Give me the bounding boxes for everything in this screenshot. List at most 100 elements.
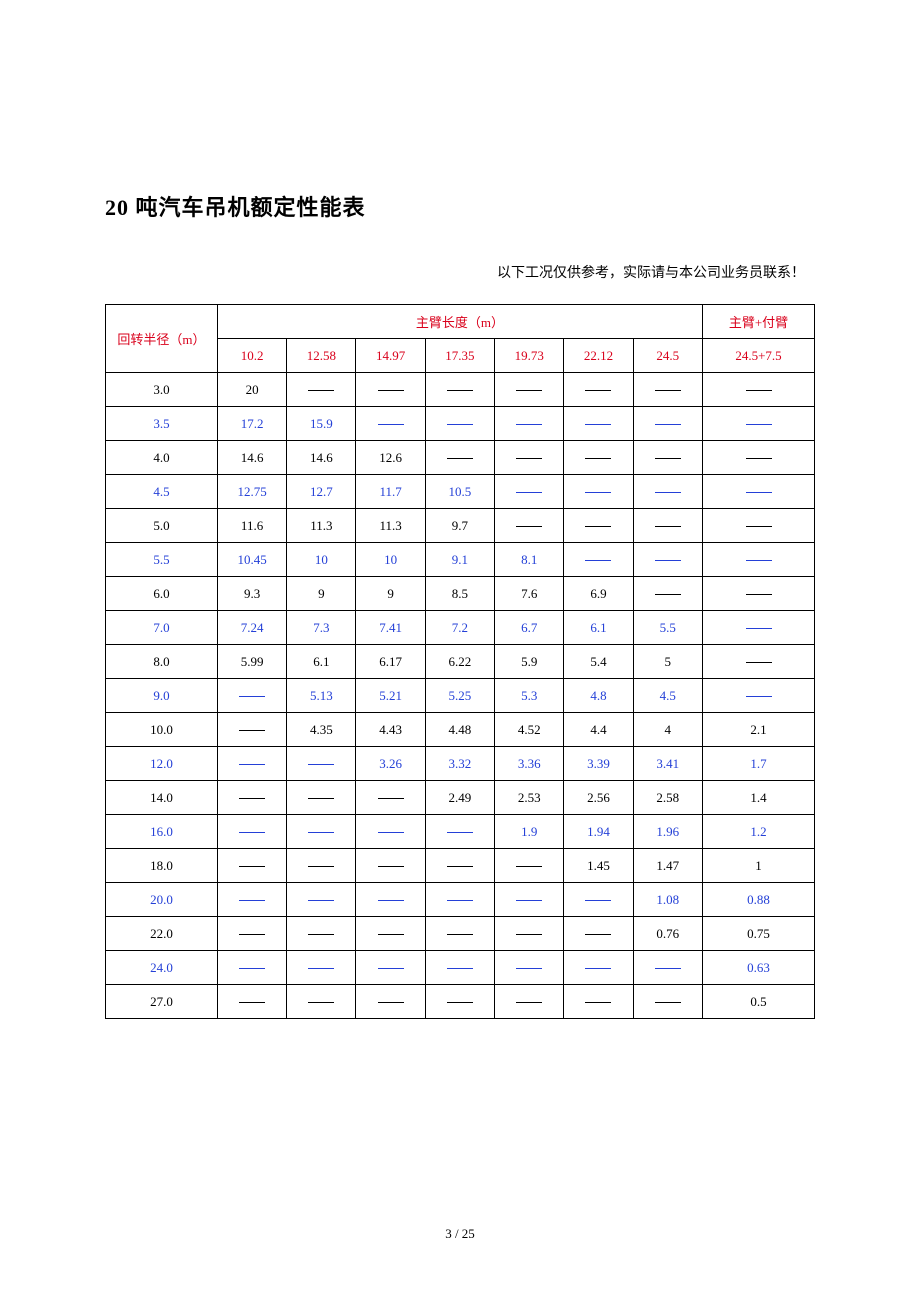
value-cell: 7.24 bbox=[217, 611, 286, 645]
value-cell bbox=[564, 883, 633, 917]
value-cell: 9.1 bbox=[425, 543, 494, 577]
dash-icon bbox=[308, 764, 334, 765]
value-cell: 10.45 bbox=[217, 543, 286, 577]
value-cell bbox=[217, 679, 286, 713]
dash-icon bbox=[308, 1002, 334, 1003]
value-cell bbox=[495, 917, 564, 951]
value-cell: 1.47 bbox=[633, 849, 702, 883]
radius-cell: 7.0 bbox=[106, 611, 218, 645]
radius-cell: 24.0 bbox=[106, 951, 218, 985]
value-cell: 11.6 bbox=[217, 509, 286, 543]
jib-col: 24.5+7.5 bbox=[703, 339, 815, 373]
radius-cell: 10.0 bbox=[106, 713, 218, 747]
value-cell: 1.2 bbox=[703, 815, 815, 849]
dash-icon bbox=[746, 696, 772, 697]
value-cell: 3.36 bbox=[495, 747, 564, 781]
value-cell: 17.2 bbox=[217, 407, 286, 441]
value-cell: 0.63 bbox=[703, 951, 815, 985]
dash-icon bbox=[378, 1002, 404, 1003]
value-cell bbox=[633, 509, 702, 543]
dash-icon bbox=[378, 866, 404, 867]
dash-icon bbox=[585, 492, 611, 493]
table-row: 12.03.263.323.363.393.411.7 bbox=[106, 747, 815, 781]
value-cell bbox=[217, 917, 286, 951]
dash-icon bbox=[655, 526, 681, 527]
boom-col: 14.97 bbox=[356, 339, 425, 373]
value-cell: 0.76 bbox=[633, 917, 702, 951]
radius-cell: 4.5 bbox=[106, 475, 218, 509]
value-cell bbox=[495, 849, 564, 883]
radius-cell: 16.0 bbox=[106, 815, 218, 849]
value-cell: 5.13 bbox=[287, 679, 356, 713]
value-cell: 3.41 bbox=[633, 747, 702, 781]
value-cell bbox=[217, 849, 286, 883]
value-cell: 20 bbox=[217, 373, 286, 407]
value-cell bbox=[703, 543, 815, 577]
value-cell bbox=[425, 917, 494, 951]
radius-cell: 14.0 bbox=[106, 781, 218, 815]
dash-icon bbox=[746, 594, 772, 595]
table-row: 10.04.354.434.484.524.442.1 bbox=[106, 713, 815, 747]
value-cell: 12.7 bbox=[287, 475, 356, 509]
dash-icon bbox=[655, 594, 681, 595]
value-cell: 5.5 bbox=[633, 611, 702, 645]
dash-icon bbox=[516, 968, 542, 969]
value-cell bbox=[495, 441, 564, 475]
table-row: 22.00.760.75 bbox=[106, 917, 815, 951]
value-cell: 10 bbox=[287, 543, 356, 577]
value-cell: 3.39 bbox=[564, 747, 633, 781]
value-cell: 6.1 bbox=[564, 611, 633, 645]
value-cell: 3.26 bbox=[356, 747, 425, 781]
value-cell bbox=[356, 917, 425, 951]
dash-icon bbox=[655, 390, 681, 391]
value-cell bbox=[495, 407, 564, 441]
value-cell: 0.75 bbox=[703, 917, 815, 951]
value-cell: 8.5 bbox=[425, 577, 494, 611]
value-cell bbox=[287, 985, 356, 1019]
value-cell: 1 bbox=[703, 849, 815, 883]
value-cell bbox=[495, 883, 564, 917]
value-cell bbox=[425, 985, 494, 1019]
dash-icon bbox=[516, 900, 542, 901]
value-cell bbox=[425, 407, 494, 441]
header-jib: 主臂+付臂 bbox=[703, 305, 815, 339]
value-cell bbox=[564, 985, 633, 1019]
radius-cell: 6.0 bbox=[106, 577, 218, 611]
value-cell bbox=[564, 917, 633, 951]
dash-icon bbox=[516, 458, 542, 459]
dash-icon bbox=[516, 492, 542, 493]
value-cell bbox=[425, 815, 494, 849]
value-cell bbox=[703, 509, 815, 543]
value-cell: 1.94 bbox=[564, 815, 633, 849]
value-cell bbox=[564, 951, 633, 985]
radius-cell: 18.0 bbox=[106, 849, 218, 883]
dash-icon bbox=[655, 424, 681, 425]
value-cell: 4.35 bbox=[287, 713, 356, 747]
dash-icon bbox=[447, 424, 473, 425]
table-row: 27.00.5 bbox=[106, 985, 815, 1019]
dash-icon bbox=[239, 1002, 265, 1003]
value-cell: 5.3 bbox=[495, 679, 564, 713]
radius-cell: 3.0 bbox=[106, 373, 218, 407]
value-cell bbox=[564, 543, 633, 577]
dash-icon bbox=[585, 934, 611, 935]
value-cell: 2.53 bbox=[495, 781, 564, 815]
value-cell: 5.4 bbox=[564, 645, 633, 679]
value-cell bbox=[495, 475, 564, 509]
value-cell bbox=[564, 509, 633, 543]
dash-icon bbox=[746, 560, 772, 561]
value-cell: 9 bbox=[287, 577, 356, 611]
table-row: 9.05.135.215.255.34.84.5 bbox=[106, 679, 815, 713]
dash-icon bbox=[585, 390, 611, 391]
value-cell bbox=[425, 441, 494, 475]
table-row: 6.09.3998.57.66.9 bbox=[106, 577, 815, 611]
value-cell bbox=[495, 951, 564, 985]
dash-icon bbox=[655, 1002, 681, 1003]
value-cell bbox=[356, 407, 425, 441]
value-cell: 7.41 bbox=[356, 611, 425, 645]
table-row: 8.05.996.16.176.225.95.45 bbox=[106, 645, 815, 679]
dash-icon bbox=[239, 730, 265, 731]
value-cell: 11.3 bbox=[356, 509, 425, 543]
dash-icon bbox=[746, 492, 772, 493]
value-cell bbox=[633, 373, 702, 407]
